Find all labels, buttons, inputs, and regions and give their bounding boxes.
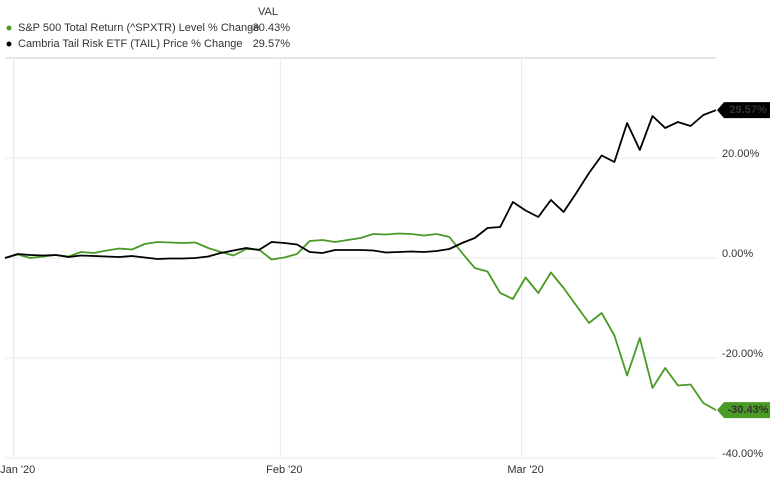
legend-header: VAL — [258, 6, 278, 18]
legend-label: Cambria Tail Risk ETF (TAIL) Price % Cha… — [18, 38, 243, 50]
legend-value: -30.43% — [249, 22, 290, 34]
y-tick-label: 20.00% — [722, 148, 760, 160]
series-line — [4, 109, 717, 260]
x-tick-label: Feb '20 — [266, 464, 302, 476]
legend-marker — [6, 41, 12, 47]
series-line — [4, 232, 717, 411]
end-label-box — [717, 402, 770, 419]
y-tick-label: -20.00% — [722, 348, 763, 360]
legend-marker — [6, 25, 12, 31]
x-tick-label: Jan '20 — [0, 464, 35, 476]
end-label: 29.57% — [729, 104, 767, 116]
end-label: -30.43% — [728, 404, 769, 416]
end-label-box — [717, 102, 770, 119]
y-tick-label: -40.00% — [722, 448, 763, 460]
x-tick-label: Mar '20 — [507, 464, 543, 476]
legend-label: S&P 500 Total Return (^SPXTR) Level % Ch… — [18, 22, 259, 34]
y-tick-label: 0.00% — [722, 248, 753, 260]
legend-value: 29.57% — [253, 38, 291, 50]
